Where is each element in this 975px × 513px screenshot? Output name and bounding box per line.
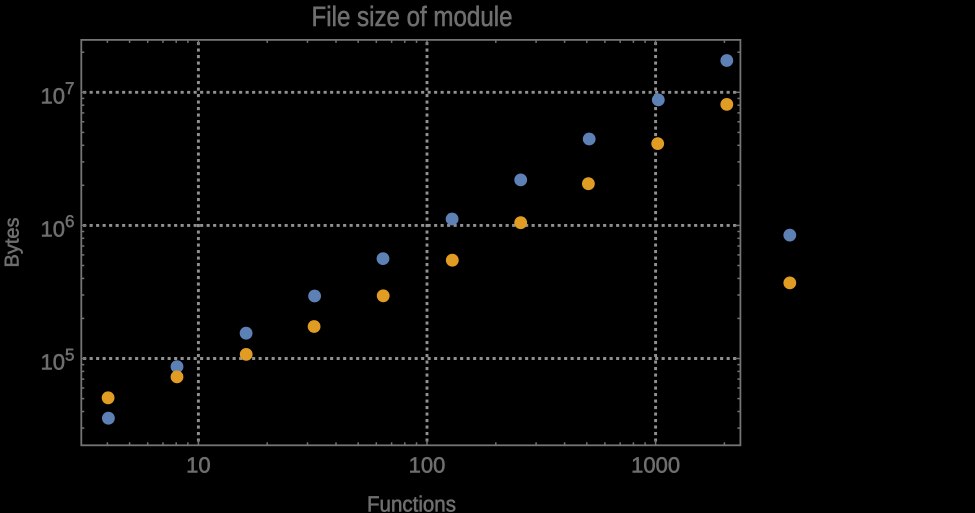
svg-text:7: 7 [65,79,74,98]
svg-text:6: 6 [65,212,74,231]
svg-text:File size of module: File size of module [312,1,513,32]
svg-text:10: 10 [186,452,210,477]
svg-text:10: 10 [41,350,65,375]
svg-text:1000: 1000 [631,452,680,477]
svg-text:Functions: Functions [367,491,456,513]
svg-text:Bytes: Bytes [1,217,23,267]
svg-text:5: 5 [65,345,74,364]
svg-text:10: 10 [41,84,65,109]
svg-text:10: 10 [41,217,65,242]
svg-text:100: 100 [409,452,446,477]
